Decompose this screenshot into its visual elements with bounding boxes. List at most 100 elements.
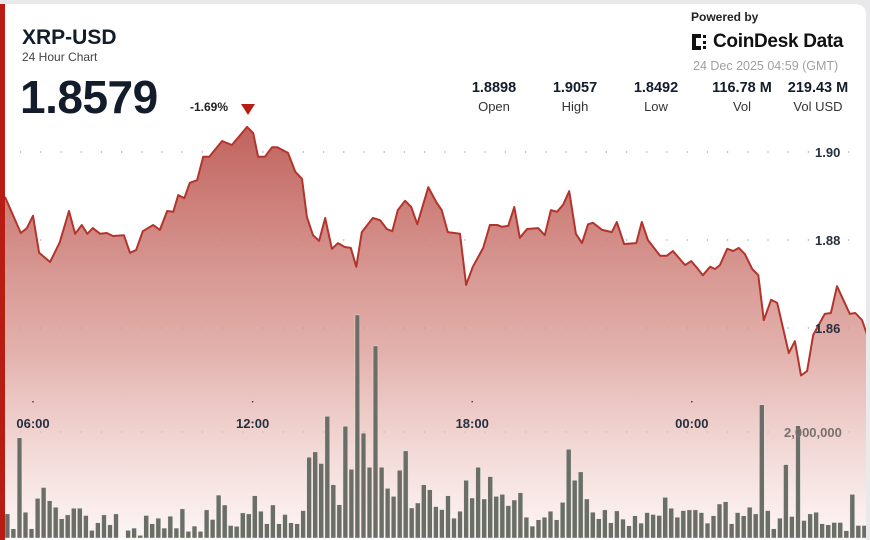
- volume-bar: [602, 509, 608, 539]
- volume-bar: [4, 513, 11, 539]
- volume-bar: [759, 404, 765, 539]
- volume-bar: [258, 511, 264, 539]
- volume-bar: [137, 535, 143, 539]
- volume-bar: [499, 494, 505, 539]
- volume-bar: [861, 525, 866, 539]
- volume-bar: [421, 484, 427, 539]
- x-tick-mark: [691, 401, 693, 403]
- volume-bar: [771, 528, 777, 539]
- volume-bar: [789, 516, 795, 539]
- volume-bar: [65, 514, 71, 539]
- volume-bar: [843, 530, 849, 539]
- volume-bar: [228, 525, 234, 539]
- volume-bar: [566, 449, 572, 539]
- volume-bar: [47, 500, 53, 539]
- price-change: -1.69%: [190, 100, 229, 114]
- x-tick-label: 00:00: [675, 416, 708, 431]
- timestamp: 24 Dec 2025 04:59 (GMT): [693, 59, 839, 73]
- volume-bar: [59, 518, 65, 539]
- volume-bar: [680, 510, 686, 539]
- volume-bar: [741, 515, 747, 539]
- x-tick-mark: [471, 401, 473, 403]
- volume-bar: [179, 508, 186, 539]
- volume-bar: [234, 526, 240, 539]
- volume-bar: [560, 502, 566, 539]
- volume-bar: [535, 519, 542, 539]
- volume-bar: [10, 528, 17, 539]
- volume-bar: [391, 496, 397, 539]
- volume-bar: [264, 523, 270, 539]
- y-tick-label: 1.90: [815, 145, 840, 160]
- coindesk-logo[interactable]: CoinDesk Data: [691, 31, 844, 53]
- volume-bar: [360, 432, 367, 539]
- volume-bar: [342, 426, 349, 539]
- volume-bar: [354, 314, 361, 539]
- volume-bar: [747, 507, 753, 539]
- volume-bar: [155, 518, 161, 539]
- price-volume-chart[interactable]: 1.90 1.88 1.86 2,000,000 06:00 12:00 18:00 00:0…: [0, 4, 866, 540]
- volume-bar: [632, 515, 638, 539]
- volume-bar: [541, 517, 548, 539]
- volume-bar: [294, 523, 300, 539]
- volume-bar: [819, 523, 825, 539]
- stat-low: 1.8492 Low: [611, 80, 701, 114]
- volume-bar: [222, 504, 228, 539]
- volume-bar: [620, 518, 626, 539]
- volume-bar: [753, 513, 759, 539]
- volume-bar: [397, 470, 403, 539]
- volume-bar: [578, 471, 584, 539]
- current-price: 1.8579: [20, 71, 158, 123]
- volume-bar: [197, 531, 204, 539]
- stat-open: 1.8898 Open: [449, 80, 539, 114]
- stat-label: Open: [478, 99, 510, 114]
- coindesk-mark-icon: [692, 34, 706, 50]
- volume-bar: [167, 516, 173, 539]
- volume-bar: [445, 495, 451, 539]
- volume-bar: [89, 530, 95, 539]
- volume-bar: [379, 467, 385, 539]
- volume-bar: [614, 510, 620, 539]
- volume-bar: [240, 512, 246, 539]
- volume-bar: [813, 512, 819, 539]
- volume-bar: [475, 467, 481, 539]
- price-line: [4, 125, 866, 377]
- volume-bar: [469, 497, 475, 539]
- volume-bar: [53, 507, 59, 539]
- volume-bar: [481, 498, 487, 539]
- volume-bar: [203, 509, 210, 539]
- volume-bar: [451, 518, 457, 539]
- volume-bar: [427, 489, 433, 539]
- volume-tick-label: 2,000,000: [784, 425, 842, 440]
- volume-bar: [825, 524, 831, 539]
- volume-bar: [300, 510, 306, 539]
- x-tick-label: 18:00: [456, 416, 489, 431]
- volume-bar: [409, 507, 415, 539]
- volume-bar: [366, 467, 373, 539]
- volume-bar: [644, 512, 650, 539]
- volume-bar: [765, 510, 771, 539]
- accent-bar: [0, 4, 5, 540]
- stat-label: Low: [644, 99, 668, 114]
- volume-bar: [282, 514, 288, 539]
- volume-bar: [505, 505, 511, 539]
- price-area: [5, 126, 866, 538]
- volume-bar: [131, 527, 137, 539]
- stat-label: High: [561, 99, 589, 114]
- volume-bar: [656, 515, 662, 539]
- volume-bar: [415, 502, 421, 539]
- volume-bar: [777, 518, 783, 539]
- volume-bar: [668, 508, 674, 539]
- volume-bar: [723, 501, 729, 539]
- volume-bars: [4, 314, 866, 539]
- volume-bar: [209, 519, 216, 539]
- volume-bar: [288, 522, 294, 539]
- volume-bar: [547, 511, 554, 539]
- volume-bar: [306, 457, 312, 539]
- volume-bar: [336, 504, 342, 539]
- chart-subtitle: 24 Hour Chart: [22, 50, 98, 64]
- x-tick-label: 06:00: [16, 416, 49, 431]
- volume-bar: [554, 519, 560, 539]
- stat-vol: 116.78 M Vol: [697, 80, 787, 114]
- volume-bar: [16, 437, 23, 539]
- volume-bar: [28, 528, 35, 539]
